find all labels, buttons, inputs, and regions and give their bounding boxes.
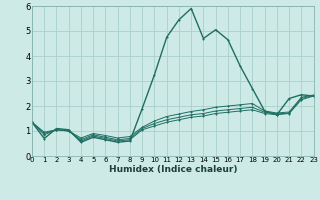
- X-axis label: Humidex (Indice chaleur): Humidex (Indice chaleur): [108, 165, 237, 174]
